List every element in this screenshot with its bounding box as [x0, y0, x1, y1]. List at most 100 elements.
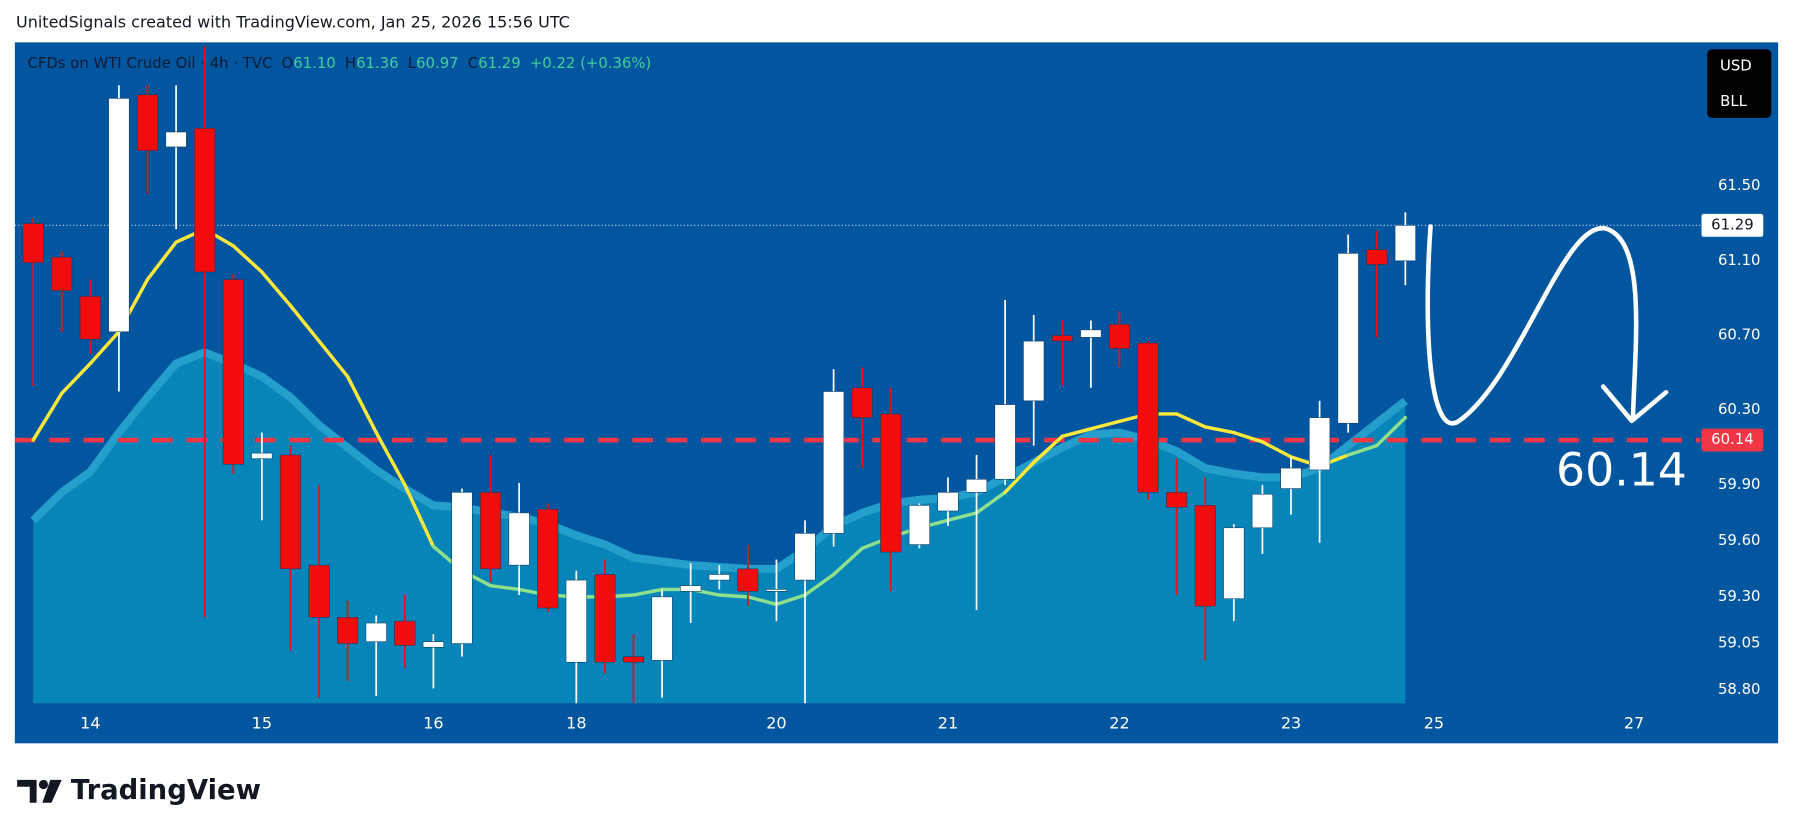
candle-body [565, 579, 587, 663]
x-tick-label: 15 [252, 713, 272, 732]
drawn-curve [1425, 224, 1639, 426]
ma-segment [374, 430, 407, 487]
y-tick-label: 59.05 [1718, 634, 1761, 652]
ma-segment [831, 546, 864, 577]
x-tick-label: 25 [1424, 713, 1444, 732]
ma-segment [631, 587, 664, 597]
candle-body [537, 508, 559, 609]
change: +0.22 (+0.36%) [530, 54, 652, 72]
y-tick-label: 59.60 [1718, 531, 1761, 549]
candle-body [279, 454, 302, 570]
ohlc-key: O [282, 54, 294, 72]
ma-segment [1232, 430, 1265, 444]
drawn-arrowhead [1600, 384, 1669, 424]
candle-body [394, 620, 416, 646]
candle-body [794, 533, 816, 581]
level-annotation: 60.14 [1556, 444, 1687, 497]
ma-segment [1203, 425, 1236, 435]
ma-segment [1174, 412, 1207, 429]
chart-header: CFDs on WTI Crude Oil · 4h · TVC O61.10 H6… [27, 54, 651, 72]
ma-segment [1032, 434, 1065, 465]
candle-body [1080, 329, 1102, 338]
candle-body [1023, 340, 1045, 402]
ma-segment [1060, 427, 1093, 439]
last-price-label: 61.29 [1711, 215, 1754, 233]
candle-body [1394, 225, 1416, 262]
candle-body [737, 568, 759, 592]
candle-body [337, 617, 359, 644]
candle-body [508, 512, 530, 566]
x-tick-label: 16 [423, 713, 443, 732]
candle-body [1137, 342, 1159, 493]
candle-body [622, 656, 645, 663]
unit: BLL [1720, 92, 1747, 110]
candle-body [1166, 492, 1188, 508]
ma-segment [1089, 419, 1122, 431]
ohlc-value: 61.10 [293, 54, 336, 72]
candle-body [308, 564, 330, 618]
ma-segment [488, 583, 521, 592]
y-tick-label: 58.80 [1718, 680, 1761, 698]
candle-body [194, 127, 216, 273]
candle-body [1280, 467, 1302, 489]
y-tick-label: 61.50 [1718, 176, 1761, 194]
ma-segment [1375, 415, 1408, 448]
x-tick-label: 18 [566, 713, 586, 732]
candle-body [1337, 253, 1359, 424]
currency: USD [1720, 56, 1752, 74]
ma-segment [60, 361, 93, 396]
logo-icon [17, 779, 62, 803]
ma-segment [974, 490, 1007, 515]
ma-segment [231, 244, 264, 274]
y-tick-label: 61.10 [1718, 251, 1761, 269]
candle-body [1051, 335, 1073, 342]
ma-segment [403, 483, 436, 549]
ohlc-key: H [345, 54, 356, 72]
candle-body [136, 94, 159, 151]
candle-body [79, 295, 101, 340]
last-price-badge [1701, 213, 1764, 237]
x-tick-label: 22 [1109, 713, 1129, 732]
ohlc-value: 61.29 [478, 54, 521, 72]
candle-body [479, 492, 502, 570]
candle-body [594, 574, 616, 663]
candle-body [1108, 324, 1131, 349]
candle-body [165, 131, 187, 148]
candle-body [965, 478, 988, 493]
level-badge [1701, 428, 1764, 452]
logo-text: TradingView [71, 775, 261, 806]
candle-body [251, 452, 273, 460]
ma-segment [260, 270, 293, 308]
candle-body [1194, 505, 1216, 607]
ma-segment [145, 240, 178, 282]
level-label: 60.14 [1711, 430, 1754, 448]
candle-body [851, 387, 873, 418]
ma-segment [317, 339, 350, 379]
ma-segment [774, 593, 807, 607]
ohlc-value: 60.97 [416, 54, 459, 72]
ma-segment [946, 511, 979, 523]
ohlc-key: L [408, 54, 417, 72]
ma-segment [31, 391, 64, 442]
ohlc-value: 61.36 [356, 54, 399, 72]
y-tick-label: 59.30 [1718, 587, 1761, 605]
candle-body [451, 492, 473, 644]
ma-segment [88, 330, 121, 366]
candle-body [1309, 417, 1331, 471]
x-tick-label: 27 [1624, 713, 1644, 732]
candle-body [908, 505, 930, 545]
ma-segment [1346, 443, 1379, 457]
candle-body [765, 589, 788, 592]
candle-body [1366, 249, 1388, 265]
y-tick-label: 60.30 [1718, 400, 1761, 418]
currency-box[interactable] [1707, 49, 1772, 118]
candle-body [222, 279, 244, 465]
candle-body [422, 641, 444, 648]
candle-body [651, 596, 673, 661]
ohlc-key: C [468, 54, 478, 72]
candle-body [1251, 493, 1273, 529]
x-tick-label: 23 [1281, 713, 1301, 732]
candle-body [823, 391, 845, 534]
